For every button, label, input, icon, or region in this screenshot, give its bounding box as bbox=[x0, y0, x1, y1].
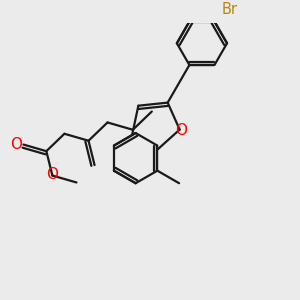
Text: O: O bbox=[46, 167, 58, 182]
Text: Br: Br bbox=[222, 2, 238, 17]
Text: O: O bbox=[175, 123, 187, 138]
Text: O: O bbox=[11, 137, 22, 152]
